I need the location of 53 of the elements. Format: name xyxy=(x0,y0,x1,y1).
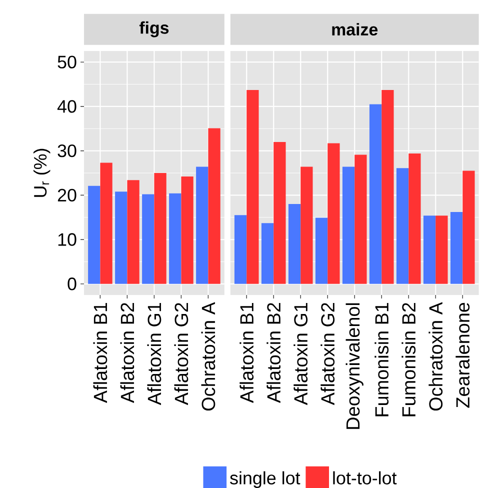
y-tick-label: 40 xyxy=(57,100,76,113)
x-tick-label: Aflatoxin B2 xyxy=(120,302,134,403)
bar xyxy=(396,168,409,284)
bar xyxy=(142,194,154,284)
chart-title: figs xyxy=(139,21,169,38)
bar xyxy=(127,180,140,284)
x-tick-label: Aflatoxin G2 xyxy=(320,302,335,406)
bar xyxy=(288,204,301,284)
bar xyxy=(234,215,247,284)
x-tick-label: Ochratoxin A xyxy=(428,302,443,411)
bar xyxy=(450,212,463,284)
y-tick-label: 10 xyxy=(58,233,76,246)
x-tick-label: Aflatoxin B1 xyxy=(240,302,254,404)
x-tick-label: Deoxynivalenol xyxy=(346,303,364,429)
legend-label: lot-to-lot xyxy=(333,471,397,484)
bar xyxy=(100,162,112,284)
bar xyxy=(436,216,448,284)
bar xyxy=(88,186,100,284)
x-tick-label: Aflatoxin B1 xyxy=(93,302,108,403)
bar xyxy=(300,166,313,284)
bar xyxy=(462,170,475,284)
bar xyxy=(423,216,436,284)
x-tick-label: Ochratoxin A xyxy=(201,302,216,411)
bar xyxy=(408,153,421,284)
bar xyxy=(342,166,355,284)
x-tick-label: Zearalenone xyxy=(456,302,470,408)
chart-title: maize xyxy=(332,23,378,36)
y-tick-label: 20 xyxy=(58,188,76,202)
bar xyxy=(382,90,394,284)
bar xyxy=(274,142,286,284)
legend-label: single lot xyxy=(230,471,300,488)
y-tick-label: 0 xyxy=(68,278,76,290)
bar xyxy=(246,90,259,284)
bar xyxy=(261,223,274,284)
y-axis-title: U$_{r}$ (%) xyxy=(33,148,50,197)
x-tick-label: Fumonisin B1 xyxy=(374,302,389,416)
bar xyxy=(369,104,382,284)
bar xyxy=(315,218,328,284)
bar xyxy=(354,154,367,284)
bar xyxy=(154,173,166,284)
bar xyxy=(328,143,340,284)
bar xyxy=(196,166,208,284)
y-tick-label: 30 xyxy=(58,144,76,158)
x-tick-label: Fumonisin B2 xyxy=(402,303,416,416)
x-tick-label: Aflatoxin B2 xyxy=(266,302,281,404)
bar xyxy=(169,193,182,284)
bar xyxy=(208,128,220,284)
bar xyxy=(115,192,128,284)
y-tick-label: 50 xyxy=(58,56,76,68)
bar xyxy=(181,176,194,284)
x-tick-label: Aflatoxin G2 xyxy=(174,302,188,406)
x-tick-label: Aflatoxin G1 xyxy=(147,302,162,406)
x-tick-label: Aflatoxin G1 xyxy=(294,302,308,406)
